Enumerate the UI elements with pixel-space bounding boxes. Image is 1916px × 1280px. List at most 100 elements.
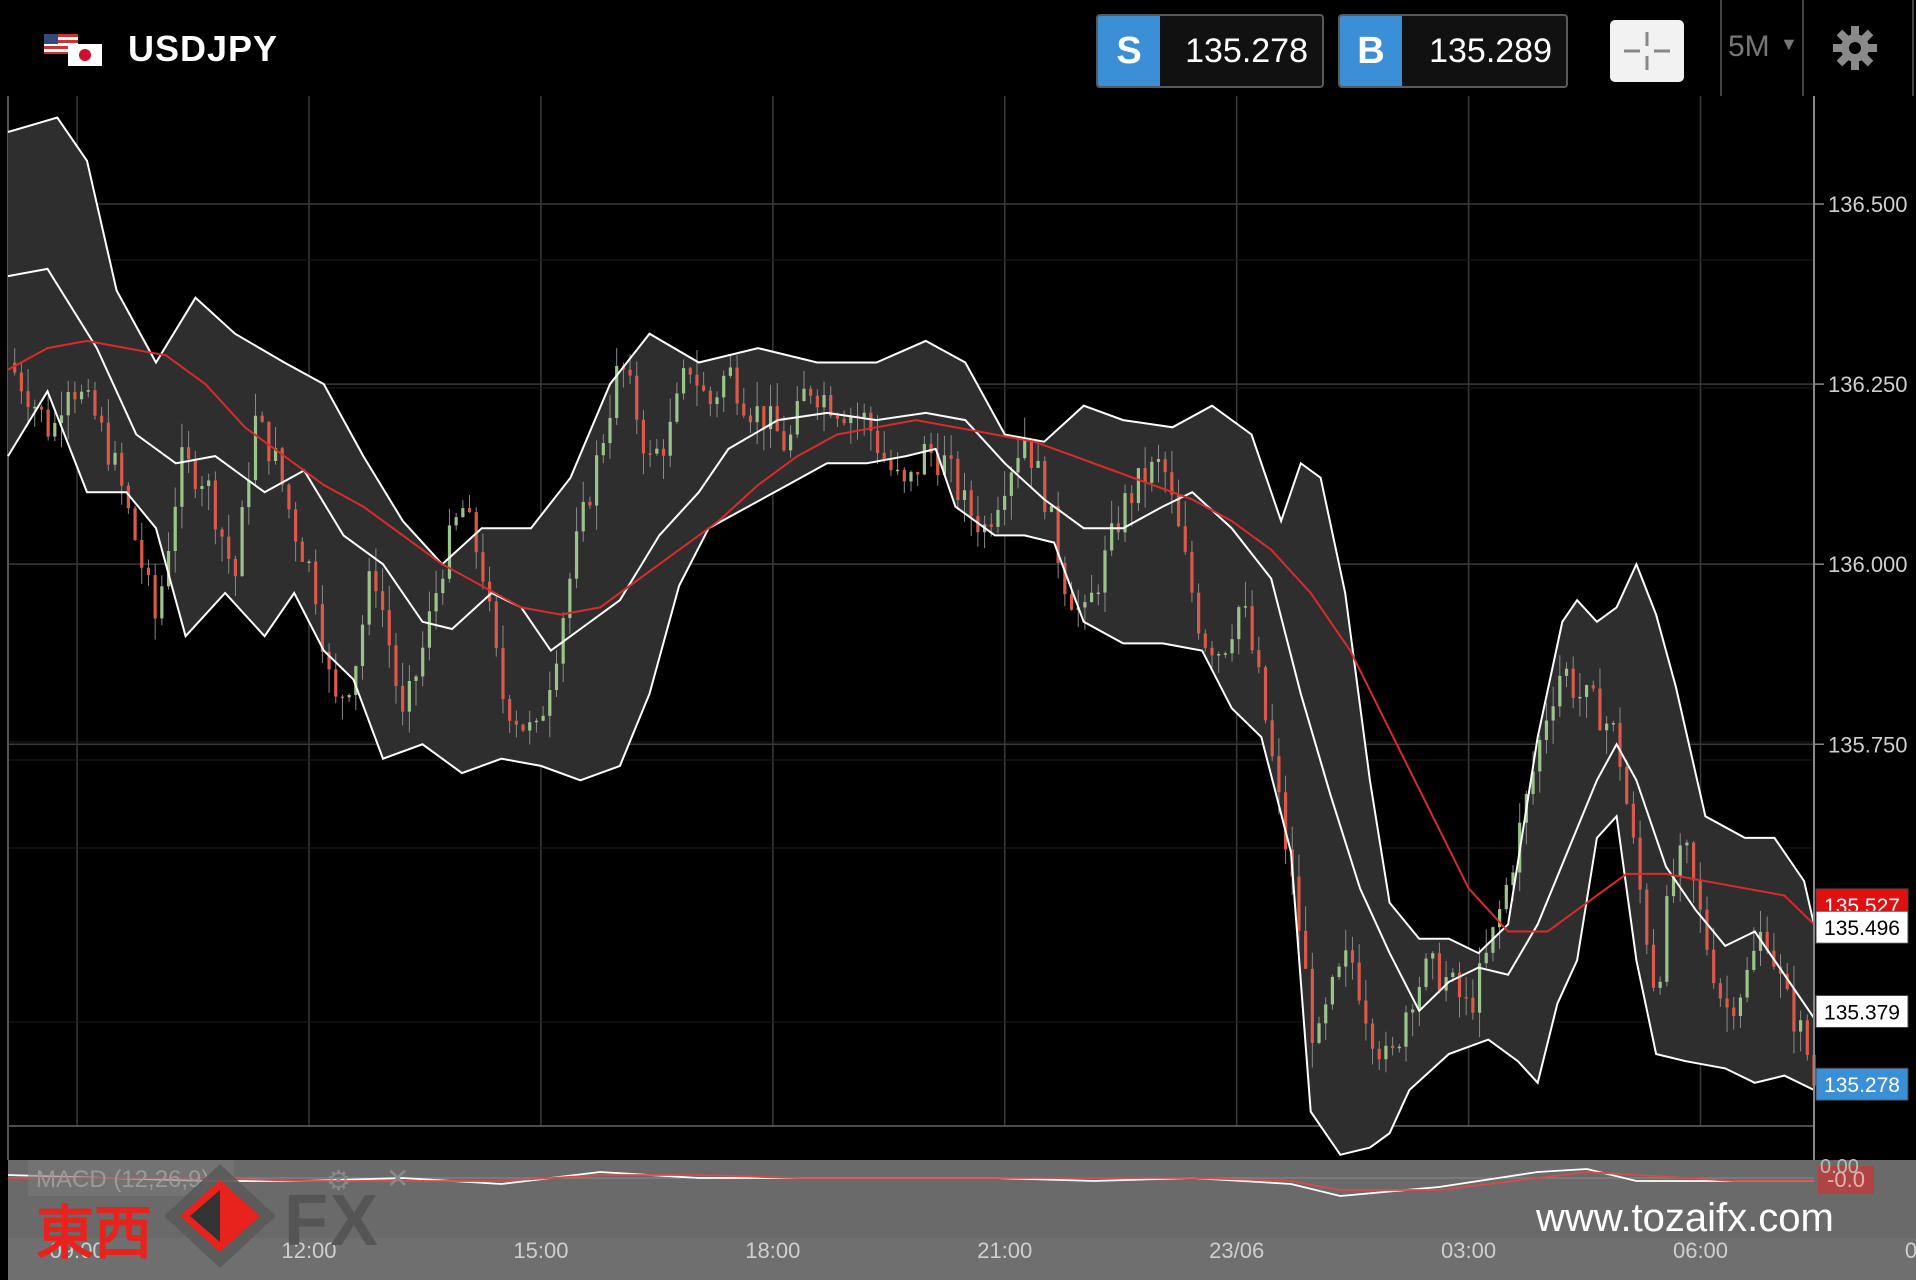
candle-body	[260, 415, 264, 422]
candle-body	[695, 374, 699, 386]
x-tick-label: 12:00	[281, 1238, 336, 1263]
x-tick-label: 09:00	[50, 1238, 105, 1263]
macd-panel	[7, 1160, 1916, 1280]
candle-body	[1237, 607, 1241, 640]
candle-body	[160, 586, 164, 619]
candle-body	[1083, 602, 1087, 608]
candle-body	[247, 480, 251, 508]
candle-body	[989, 524, 993, 527]
candle-body	[220, 529, 224, 537]
candle-body	[1150, 461, 1154, 483]
brand-fx: FX	[284, 1181, 381, 1261]
candle-body	[1176, 494, 1181, 527]
price-tag	[1815, 1067, 1909, 1101]
candle-body	[79, 391, 84, 400]
candle-body	[360, 624, 365, 667]
candle-body	[1183, 526, 1187, 552]
time-axis: 09:00 12:00 15:00 18:00 21:00 23/06 03:00 06:00…	[50, 1238, 1916, 1263]
candle-body	[541, 715, 545, 721]
candle-body	[1752, 950, 1756, 970]
y-tick-label: 136.000	[1828, 552, 1908, 577]
candle-body	[461, 508, 465, 518]
price-tag-label: 135.379	[1824, 1001, 1900, 1024]
divider	[1802, 0, 1804, 96]
candle-body	[668, 421, 672, 456]
candle-body	[822, 395, 826, 408]
candle-body	[180, 447, 184, 507]
candle-body	[59, 415, 64, 423]
candle-body	[1738, 997, 1743, 1016]
candle-body	[1591, 685, 1595, 689]
close-icon[interactable]: ✕	[386, 1163, 410, 1194]
candle-body	[655, 448, 659, 454]
x-tick-label: 15:00	[513, 1238, 568, 1263]
x-tick-label: 09:00	[1905, 1238, 1916, 1263]
price-tag-label: 135.278	[1824, 1074, 1900, 1097]
candle-body	[166, 550, 171, 587]
candle-body	[106, 422, 110, 465]
candle-body	[1477, 963, 1482, 1013]
macd-zero-label: 0.00	[1820, 1156, 1859, 1178]
price-tag	[1815, 910, 1909, 944]
candle-body	[1096, 592, 1100, 595]
candle-body	[1598, 688, 1602, 731]
candle-body	[481, 552, 485, 582]
sell-button[interactable]: S 135.278	[1096, 14, 1324, 88]
candle-body	[1712, 949, 1716, 984]
candle-body	[1009, 472, 1013, 496]
candle-body	[1203, 633, 1207, 648]
candle-body	[367, 571, 371, 625]
candle-body	[849, 415, 853, 424]
indicator-lines	[7, 116, 1815, 1156]
macd-signal-line	[8, 1171, 1814, 1191]
candle-body	[1143, 468, 1147, 483]
candle-body	[354, 666, 358, 696]
candle-body	[1103, 550, 1107, 593]
candle-body	[1049, 505, 1054, 512]
candle-body	[534, 720, 539, 723]
candle-body	[782, 431, 786, 451]
candle-body	[615, 365, 619, 418]
brand-logo-icon	[164, 1164, 276, 1268]
candle-body	[1330, 976, 1334, 1005]
candle-body	[1090, 592, 1094, 603]
candle-body	[1023, 438, 1027, 459]
candle-body	[1692, 842, 1696, 881]
bollinger-middle-line	[7, 267, 1815, 1019]
candle-body	[1718, 983, 1722, 999]
candle-body	[548, 689, 552, 716]
macd-settings-icon[interactable]: ⚙	[326, 1165, 352, 1196]
candle-body	[1799, 1020, 1803, 1032]
candle-body	[1498, 909, 1502, 928]
timeframe-select[interactable]: 5M ▼	[1728, 30, 1798, 64]
crosshair-button[interactable]	[1610, 20, 1684, 82]
candle-body	[588, 501, 592, 506]
macd-value-tag: -0.0	[1818, 1166, 1874, 1194]
candle-body	[126, 485, 130, 509]
candle-body	[253, 415, 258, 481]
candle-body	[1404, 1012, 1408, 1047]
gear-icon[interactable]	[1832, 24, 1878, 72]
candle-body	[334, 669, 338, 697]
candle-body	[862, 412, 866, 418]
buy-button[interactable]: B 135.289	[1338, 14, 1568, 88]
candle-body	[1283, 792, 1288, 850]
candle-body	[1250, 606, 1254, 651]
candle-body	[207, 480, 211, 487]
candle-body	[1317, 1023, 1321, 1043]
candle-body	[755, 406, 759, 423]
candle-body	[742, 403, 746, 416]
x-tick-label: 03:00	[1441, 1238, 1496, 1263]
candle-body	[1190, 551, 1194, 593]
candle-body	[414, 676, 418, 681]
candle-body	[829, 395, 833, 416]
us-jp-flag-icon	[44, 34, 102, 66]
candle-body	[1411, 1009, 1415, 1013]
candle-body	[715, 397, 719, 405]
candle-body	[146, 567, 151, 576]
candle-body	[842, 418, 846, 424]
candle-body	[1431, 953, 1435, 959]
candle-body	[1364, 1000, 1368, 1024]
candle-body	[1163, 459, 1167, 473]
